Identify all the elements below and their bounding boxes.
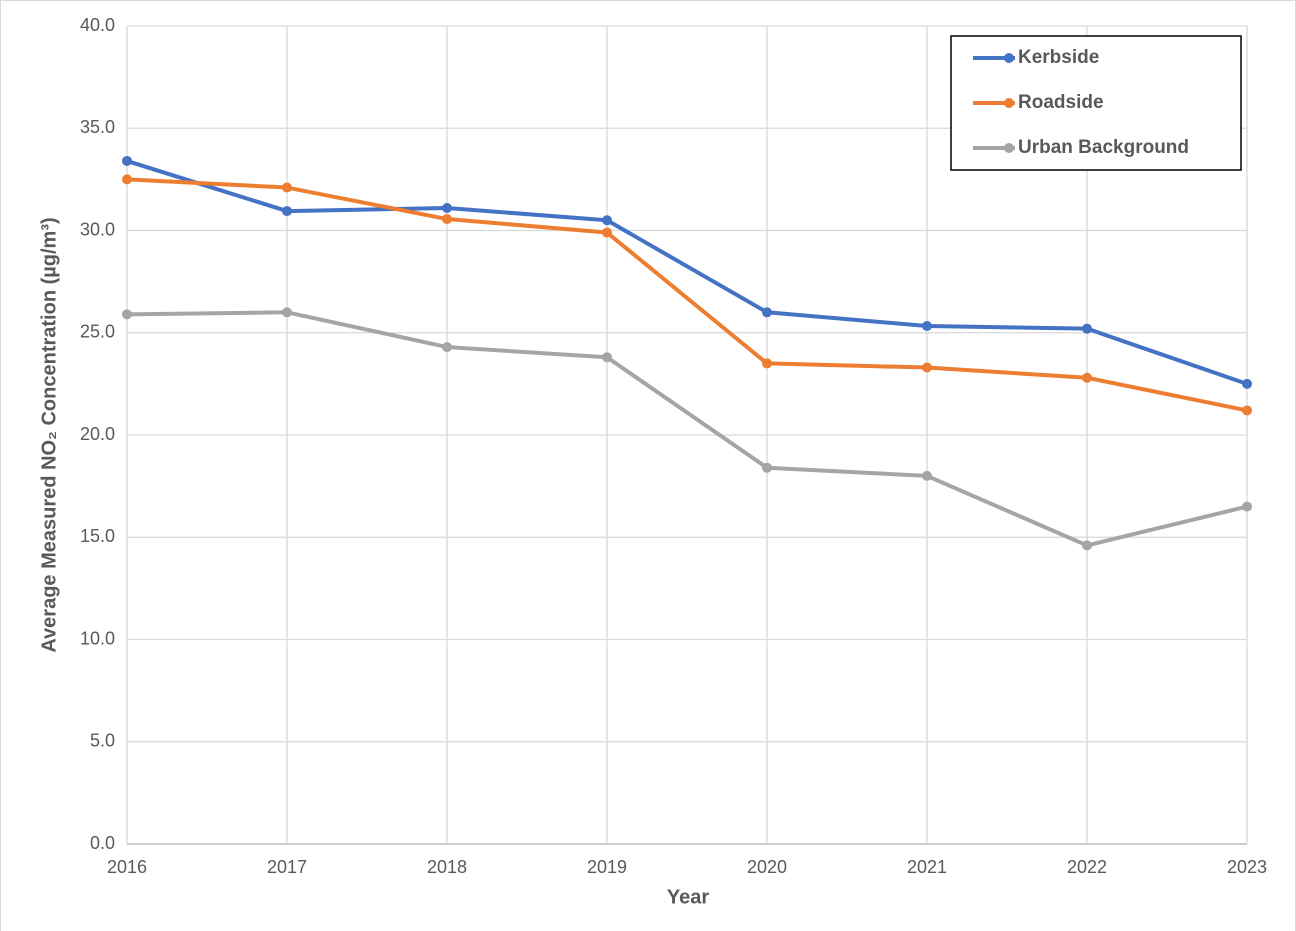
y-tick-label: 40.0 bbox=[80, 15, 115, 35]
x-tick-label: 2018 bbox=[427, 857, 467, 877]
legend: Kerbside Roadside Urban Background bbox=[950, 35, 1242, 171]
legend-label: Roadside bbox=[1018, 92, 1104, 113]
point bbox=[122, 155, 132, 166]
x-tick-label: 2017 bbox=[267, 857, 307, 877]
point bbox=[122, 309, 132, 320]
point bbox=[602, 215, 612, 226]
point bbox=[122, 174, 132, 185]
point bbox=[1242, 378, 1252, 389]
point bbox=[922, 362, 932, 373]
y-tick-label: 0.0 bbox=[90, 833, 115, 853]
legend-marker bbox=[1004, 98, 1014, 108]
y-tick-label: 35.0 bbox=[80, 117, 115, 137]
x-tick-label: 2022 bbox=[1067, 857, 1107, 877]
x-tick-label: 2020 bbox=[747, 857, 787, 877]
point bbox=[922, 470, 932, 481]
point bbox=[442, 203, 452, 214]
point bbox=[442, 342, 452, 353]
point bbox=[602, 352, 612, 363]
series-line bbox=[126, 310, 1248, 548]
point bbox=[1082, 323, 1092, 334]
y-tick-label: 25.0 bbox=[80, 322, 115, 342]
x-tick-label: 2021 bbox=[907, 857, 947, 877]
y-tick-label: 15.0 bbox=[80, 526, 115, 546]
legend-marker bbox=[1004, 53, 1014, 63]
legend-label: Kerbside bbox=[1018, 47, 1099, 68]
point bbox=[1242, 405, 1252, 416]
point bbox=[282, 182, 292, 193]
point bbox=[442, 214, 452, 225]
point bbox=[762, 358, 772, 369]
point bbox=[282, 206, 292, 217]
series-line bbox=[126, 159, 1248, 386]
point bbox=[602, 227, 612, 238]
point bbox=[282, 307, 292, 318]
point bbox=[1082, 372, 1092, 383]
y-tick-label: 5.0 bbox=[90, 731, 115, 751]
point bbox=[762, 462, 772, 473]
point bbox=[1242, 501, 1252, 512]
y-tick-label: 20.0 bbox=[80, 424, 115, 444]
y-tick-label: 30.0 bbox=[80, 219, 115, 239]
y-tick-label: 10.0 bbox=[80, 628, 115, 648]
legend-marker bbox=[1004, 143, 1014, 153]
series-line bbox=[126, 177, 1248, 413]
point bbox=[922, 321, 932, 332]
x-tick-label: 2019 bbox=[587, 857, 627, 877]
point bbox=[1082, 540, 1092, 551]
x-tick-label: 2023 bbox=[1227, 857, 1267, 877]
x-axis-label: Year bbox=[667, 886, 709, 908]
x-tick-label: 2016 bbox=[107, 857, 147, 877]
point bbox=[762, 307, 772, 318]
y-axis-label: Average Measured NO₂ Concentration (µg/m… bbox=[38, 217, 60, 652]
legend-label: Urban Background bbox=[1018, 137, 1189, 158]
